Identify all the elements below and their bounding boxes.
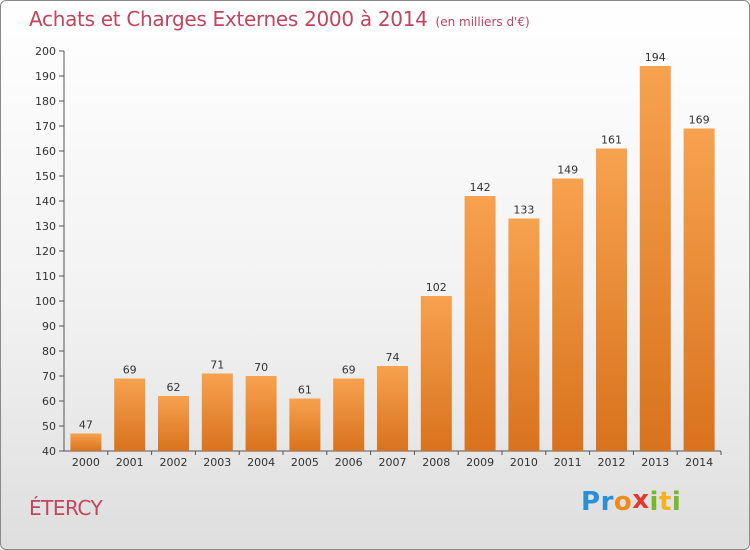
data-label: 194 bbox=[645, 51, 666, 64]
town-name: ÉTERCY bbox=[29, 496, 103, 520]
logo-letter: o bbox=[613, 487, 633, 517]
data-label: 69 bbox=[342, 364, 356, 377]
bar bbox=[245, 376, 277, 451]
y-tick-label: 80 bbox=[42, 345, 56, 358]
x-tick-label: 2006 bbox=[335, 456, 363, 469]
y-tick-label: 130 bbox=[35, 220, 56, 233]
logo-letter: i bbox=[671, 487, 682, 517]
y-tick-label: 190 bbox=[35, 70, 56, 83]
x-tick-label: 2011 bbox=[554, 456, 582, 469]
y-tick-label: 90 bbox=[42, 320, 56, 333]
bar bbox=[464, 196, 496, 451]
y-tick-label: 180 bbox=[35, 95, 56, 108]
x-tick-label: 2003 bbox=[203, 456, 231, 469]
y-tick-label: 140 bbox=[35, 195, 56, 208]
data-label: 74 bbox=[386, 351, 400, 364]
x-tick-label: 2008 bbox=[422, 456, 450, 469]
bar bbox=[420, 296, 452, 451]
logo-letter: x bbox=[632, 485, 650, 515]
proxiti-logo: Proxiti bbox=[581, 485, 682, 517]
x-tick-label: 2000 bbox=[72, 456, 100, 469]
bar bbox=[683, 128, 715, 451]
x-tick-label: 2002 bbox=[160, 456, 188, 469]
data-label: 161 bbox=[601, 134, 622, 147]
y-tick-label: 160 bbox=[35, 145, 56, 158]
data-label: 149 bbox=[557, 164, 578, 177]
data-label: 133 bbox=[513, 204, 534, 217]
y-tick-label: 200 bbox=[35, 45, 56, 58]
bar bbox=[639, 66, 671, 451]
x-tick-label: 2013 bbox=[641, 456, 669, 469]
x-tick-label: 2014 bbox=[685, 456, 713, 469]
y-tick-label: 100 bbox=[35, 295, 56, 308]
y-tick-label: 60 bbox=[42, 395, 56, 408]
x-tick-label: 2004 bbox=[247, 456, 275, 469]
x-tick-label: 2010 bbox=[510, 456, 538, 469]
bar bbox=[552, 178, 584, 451]
y-tick-label: 150 bbox=[35, 170, 56, 183]
bar bbox=[596, 148, 627, 451]
data-label: 169 bbox=[689, 114, 710, 127]
data-label: 61 bbox=[298, 384, 312, 397]
y-tick-label: 40 bbox=[42, 445, 56, 458]
bar bbox=[377, 366, 408, 451]
chart-unit: (en milliers d'€) bbox=[435, 15, 530, 29]
x-tick-label: 2007 bbox=[379, 456, 407, 469]
bar bbox=[508, 218, 540, 451]
y-tick-label: 50 bbox=[42, 420, 56, 433]
data-label: 47 bbox=[79, 419, 93, 432]
x-tick-label: 2012 bbox=[598, 456, 626, 469]
bar bbox=[333, 378, 365, 451]
logo-letter: t bbox=[658, 487, 672, 517]
y-tick-label: 70 bbox=[42, 370, 56, 383]
bar bbox=[158, 396, 189, 451]
y-tick-label: 120 bbox=[35, 245, 56, 258]
data-label: 69 bbox=[123, 364, 137, 377]
bar bbox=[289, 398, 321, 451]
x-tick-label: 2005 bbox=[291, 456, 319, 469]
bar bbox=[201, 373, 233, 451]
bar bbox=[114, 378, 146, 451]
data-label: 62 bbox=[167, 381, 181, 394]
chart-title-block: Achats et Charges Externes 2000 à 2014 (e… bbox=[29, 7, 530, 31]
y-tick-label: 170 bbox=[35, 120, 56, 133]
logo-letter: i bbox=[649, 487, 659, 517]
data-label: 71 bbox=[210, 359, 224, 372]
y-tick-label: 110 bbox=[35, 270, 56, 283]
bar bbox=[70, 433, 102, 451]
data-label: 70 bbox=[254, 361, 268, 374]
x-tick-label: 2009 bbox=[466, 456, 494, 469]
data-label: 102 bbox=[426, 281, 447, 294]
data-label: 142 bbox=[470, 181, 491, 194]
chart-title: Achats et Charges Externes 2000 à 2014 bbox=[29, 7, 428, 31]
logo-letter: P bbox=[581, 487, 601, 517]
x-tick-label: 2001 bbox=[116, 456, 144, 469]
logo-letter: r bbox=[600, 487, 614, 517]
